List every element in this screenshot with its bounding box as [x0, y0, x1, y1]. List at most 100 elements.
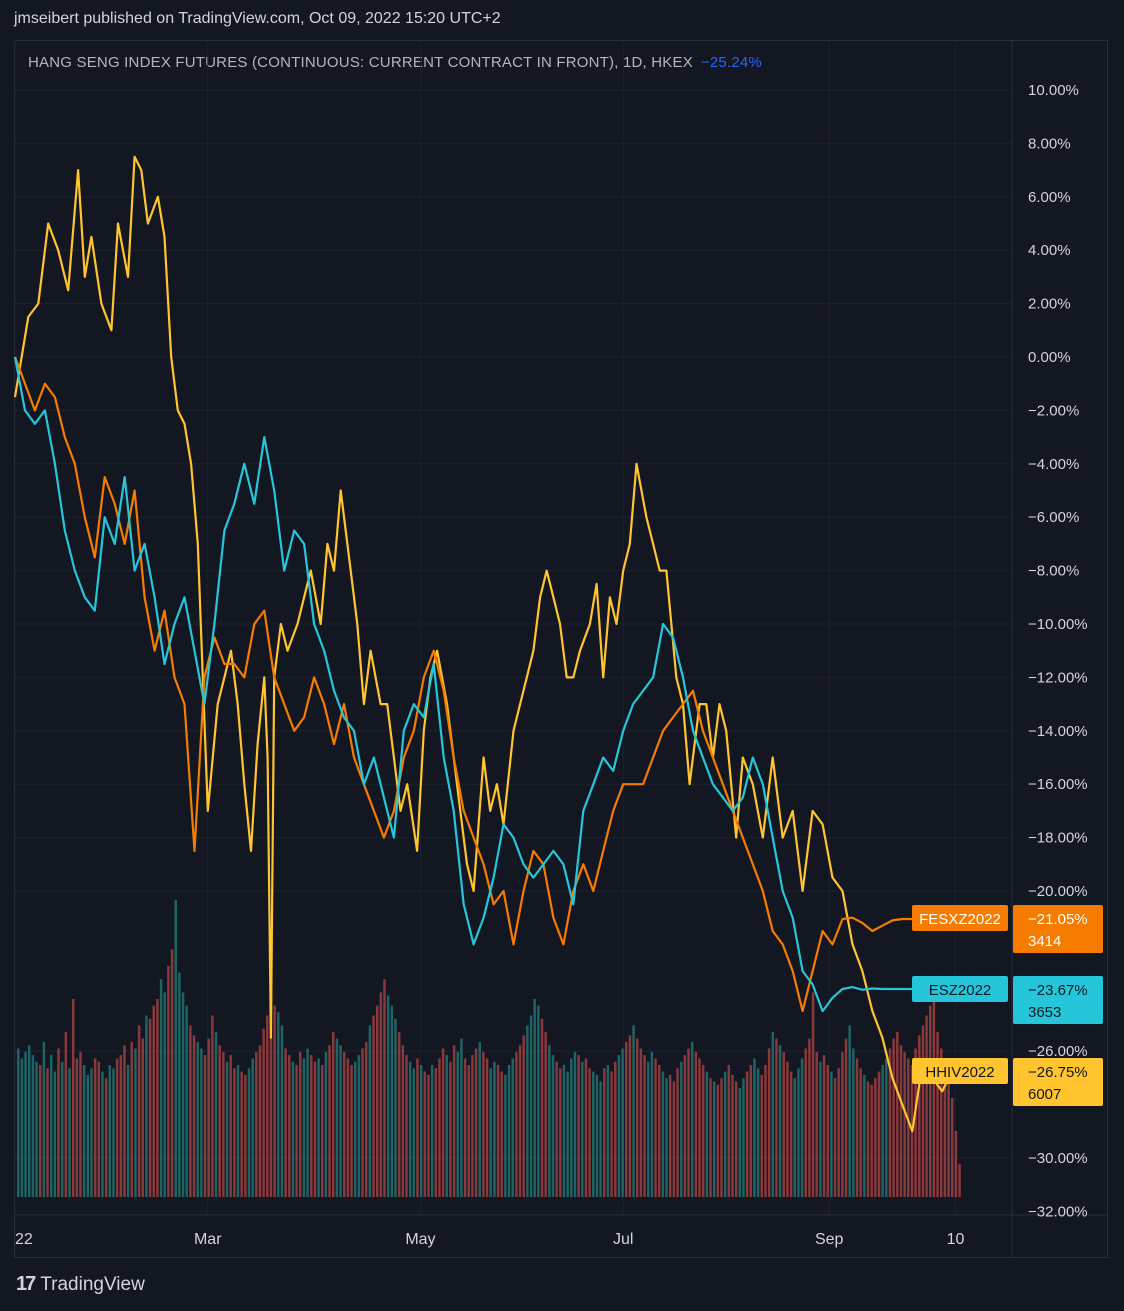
volume-bar	[844, 1038, 848, 1197]
volume-bar	[394, 1018, 397, 1197]
volume-bar	[570, 1058, 573, 1197]
volume-bar	[310, 1055, 313, 1197]
volume-bar	[679, 1061, 683, 1197]
volume-bar	[756, 1068, 760, 1197]
volume-bar	[108, 1065, 112, 1197]
series-name-label: FESXZ2022	[919, 911, 1001, 928]
y-tick-label: −14.00%	[1028, 723, 1088, 740]
series-name-tag	[912, 976, 1008, 1002]
volume-bar	[145, 1015, 148, 1197]
volume-bar	[31, 1055, 35, 1197]
volume-bar	[621, 1048, 624, 1197]
volume-bar	[386, 995, 390, 1197]
volume-bar	[156, 999, 159, 1197]
volume-bar	[123, 1045, 126, 1197]
volume-bar	[137, 1025, 141, 1197]
volume-bar	[764, 1065, 767, 1197]
volume-bar	[328, 1045, 331, 1197]
volume-bar	[903, 1051, 906, 1197]
series-value-label: −23.67%	[1028, 982, 1088, 999]
volume-bar	[958, 1164, 961, 1197]
volume-bar	[93, 1058, 97, 1197]
volume-bar	[614, 1061, 617, 1197]
volume-bar	[412, 1068, 416, 1197]
volume-bar	[299, 1051, 302, 1197]
volume-bar	[324, 1051, 328, 1197]
volume-bar	[610, 1071, 613, 1197]
volume-bar	[767, 1048, 771, 1197]
volume-bar	[269, 992, 273, 1197]
volume-bar	[489, 1068, 492, 1197]
volume-bar	[595, 1074, 599, 1197]
volume-bar	[225, 1061, 229, 1197]
volume-bar	[896, 1032, 899, 1197]
volume-bar	[277, 1012, 280, 1197]
volume-bar	[698, 1058, 701, 1197]
volume-bar	[723, 1071, 727, 1197]
volume-bar	[401, 1045, 405, 1197]
volume-bar	[793, 1078, 796, 1197]
y-tick-label: −8.00%	[1028, 563, 1079, 580]
volume-bar	[529, 1015, 533, 1197]
volume-bar	[203, 1055, 207, 1197]
y-tick-label: −30.00%	[1028, 1150, 1088, 1167]
x-tick-label: May	[405, 1231, 435, 1248]
volume-bar	[474, 1048, 478, 1197]
volume-bar	[672, 1081, 676, 1197]
volume-bar	[778, 1045, 782, 1197]
series-value-label: −21.05%	[1028, 911, 1088, 928]
series-name-label: HHIV2022	[925, 1064, 994, 1081]
volume-bar	[189, 1025, 192, 1197]
volume-bar	[943, 1065, 947, 1197]
volume-bar	[174, 900, 177, 1197]
volume-bar	[921, 1025, 925, 1197]
tradingview-footer[interactable]: 17 TradingView	[16, 1273, 145, 1296]
volume-bar	[548, 1045, 551, 1197]
volume-bar	[668, 1074, 672, 1197]
volume-bar	[115, 1058, 119, 1197]
volume-bar	[804, 1048, 807, 1197]
volume-bar	[888, 1048, 892, 1197]
y-tick-label: −6.00%	[1028, 509, 1079, 526]
volume-bar	[822, 1055, 826, 1197]
y-tick-label: −20.00%	[1028, 883, 1088, 900]
volume-bar	[64, 1032, 68, 1197]
volume-bar	[782, 1051, 785, 1197]
chart-canvas[interactable]: 10.00% 8.00% 6.00% 4.00% 2.00% 0.00% −2.00% −4.…	[0, 0, 1124, 1260]
volume-bar	[211, 1015, 214, 1197]
x-tick-label: Mar	[194, 1231, 222, 1248]
volume-bar	[119, 1055, 123, 1197]
volume-bar	[705, 1071, 709, 1197]
volume-bar	[317, 1058, 320, 1197]
volume-bar	[753, 1058, 756, 1197]
volume-bar	[496, 1065, 500, 1197]
volume-bar	[881, 1065, 884, 1197]
volume-bar	[797, 1068, 800, 1197]
volume-bar	[929, 1005, 932, 1197]
volume-bar	[255, 1051, 258, 1197]
volume-bar	[716, 1084, 720, 1197]
volume-bar	[745, 1071, 749, 1197]
title-change: −25.24%	[700, 54, 762, 71]
volume-bar	[75, 1058, 79, 1197]
volume-bar	[749, 1065, 753, 1197]
volume-bar	[86, 1074, 90, 1197]
y-tick-label: −16.00%	[1028, 776, 1088, 793]
volume-bar	[430, 1065, 434, 1197]
volume-bar	[859, 1068, 862, 1197]
volume-bar	[463, 1058, 467, 1197]
volume-bar	[833, 1078, 837, 1197]
volume-bar	[661, 1071, 665, 1197]
volume-bar	[650, 1051, 654, 1197]
volume-bar	[302, 1058, 306, 1197]
volume-bar	[357, 1055, 361, 1197]
volume-bar	[515, 1051, 518, 1197]
volume-bar	[914, 1048, 917, 1197]
volume-bar	[222, 1051, 225, 1197]
volume-bar	[885, 1058, 888, 1197]
x-tick-label: Sep	[815, 1231, 844, 1248]
volume-bar	[258, 1045, 262, 1197]
volume-bar	[68, 1068, 71, 1197]
volume-bar	[134, 1048, 137, 1197]
volume-bar	[559, 1068, 562, 1197]
